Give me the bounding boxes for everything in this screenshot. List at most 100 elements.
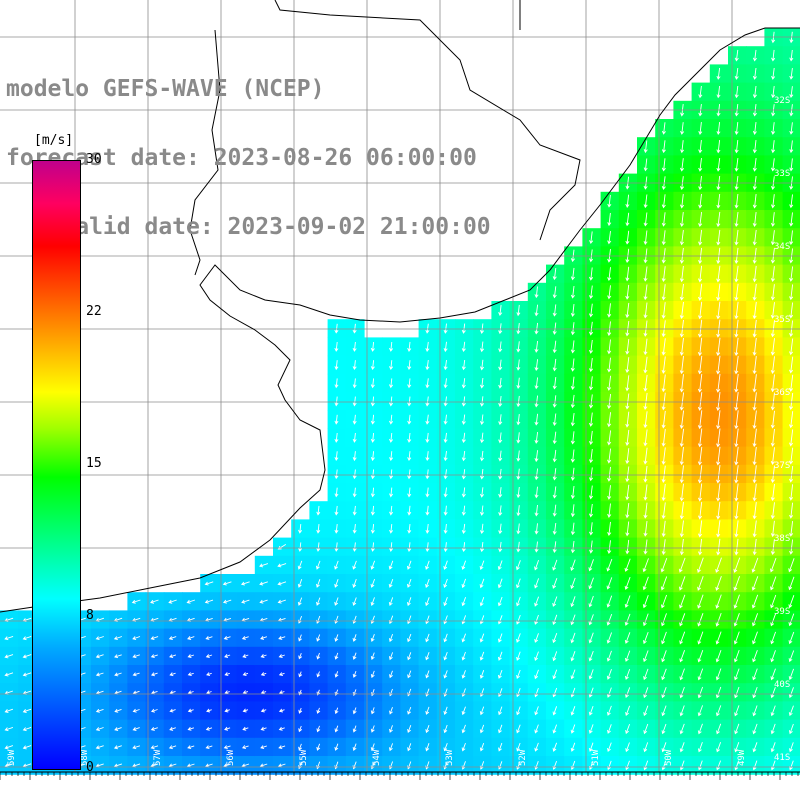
lon-label: 49W <box>737 749 747 766</box>
wind-arrow <box>788 447 794 465</box>
wind-arrow <box>642 595 649 609</box>
wind-arrow <box>334 634 339 642</box>
wind-arrow <box>716 446 721 466</box>
colorbar-tick-0: 0 <box>86 760 94 775</box>
wind-arrow <box>752 67 757 80</box>
wind-arrow <box>498 724 503 734</box>
wind-arrow <box>588 577 594 590</box>
wind-arrow <box>770 230 775 246</box>
wind-arrow <box>443 578 448 589</box>
wind-arrow <box>407 341 412 352</box>
wind-arrow <box>479 377 485 389</box>
wind-arrow <box>370 560 376 570</box>
wind-arrow <box>278 636 286 640</box>
wind-arrow <box>461 359 466 371</box>
wind-arrow <box>132 636 141 641</box>
wind-arrow <box>552 669 558 680</box>
wind-arrow <box>334 579 339 588</box>
wind-arrow <box>788 356 794 374</box>
wind-arrow <box>661 338 666 356</box>
wind-arrow <box>389 707 393 715</box>
wind-arrow <box>479 578 485 589</box>
wind-arrow <box>425 360 430 371</box>
lat-label: 37S <box>774 461 790 471</box>
wind-arrow <box>752 686 758 699</box>
wind-arrow <box>425 378 430 389</box>
wind-arrow <box>624 595 631 608</box>
wind-arrow <box>552 504 557 517</box>
wind-arrow <box>534 486 539 499</box>
wind-arrow <box>461 651 466 661</box>
wind-arrow <box>661 687 667 699</box>
wind-arrow <box>715 705 722 717</box>
wind-arrow <box>388 633 394 643</box>
wind-arrow <box>607 321 612 337</box>
wind-arrow <box>734 501 739 520</box>
wind-arrow <box>716 723 722 735</box>
wind-arrow <box>752 723 758 735</box>
wind-arrow <box>534 541 539 553</box>
wind-arrow <box>698 247 703 264</box>
wind-arrow <box>643 650 649 663</box>
wind-arrow <box>752 742 758 753</box>
wind-arrow <box>770 520 775 538</box>
wind-arrow <box>788 429 794 447</box>
wind-arrow <box>770 483 775 502</box>
wind-arrow <box>132 745 141 750</box>
wind-arrow <box>697 631 704 645</box>
wind-arrow <box>4 708 14 713</box>
wind-arrow <box>697 319 703 338</box>
wind-arrow <box>697 337 703 357</box>
wind-arrow <box>588 485 594 500</box>
wind-arrow <box>497 615 503 625</box>
colorbar-tick-8: 8 <box>86 608 94 623</box>
wind-arrow <box>425 341 430 352</box>
wind-arrow <box>716 465 721 484</box>
wind-arrow <box>479 414 485 425</box>
wind-arrow <box>498 450 503 462</box>
wind-arrow <box>716 67 721 80</box>
wind-arrow <box>606 705 612 716</box>
wind-arrow <box>461 505 466 516</box>
wind-arrow <box>588 559 594 572</box>
wind-arrow <box>516 359 521 371</box>
wind-arrow <box>516 706 521 716</box>
wind-arrow <box>607 393 612 410</box>
wind-arrow <box>334 505 339 516</box>
wind-arrow <box>643 302 648 319</box>
wind-arrow <box>169 726 176 731</box>
wind-arrow <box>552 431 557 445</box>
wind-arrow <box>516 742 521 752</box>
wind-arrow <box>752 465 757 484</box>
wind-arrow <box>606 595 613 608</box>
border-line <box>274 0 581 241</box>
wind-arrow <box>204 599 214 604</box>
wind-arrow <box>770 631 777 645</box>
wind-arrow <box>570 485 575 500</box>
wind-arrow <box>752 229 757 246</box>
wind-arrow <box>770 410 775 429</box>
wind-arrow <box>752 140 757 154</box>
wind-arrow <box>570 376 575 390</box>
wind-arrow <box>734 122 739 135</box>
wind-arrow <box>114 672 122 677</box>
wind-arrow <box>479 341 485 353</box>
wind-arrow <box>224 654 231 658</box>
wind-arrow <box>534 468 539 481</box>
wind-arrow <box>752 502 757 520</box>
wind-arrow <box>443 743 448 752</box>
wind-arrow <box>334 725 339 733</box>
wind-arrow <box>334 707 339 715</box>
wind-arrow <box>389 487 394 498</box>
wind-arrow <box>679 212 684 227</box>
wind-arrow <box>370 670 375 679</box>
wind-arrow <box>661 248 666 264</box>
wind-arrow <box>678 557 686 573</box>
wind-arrow <box>607 194 612 208</box>
wind-arrow <box>498 323 503 335</box>
wind-arrow <box>625 302 630 319</box>
wind-arrow <box>498 706 503 716</box>
wind-arrow <box>425 451 430 462</box>
wind-arrow <box>316 652 321 660</box>
wind-arrow <box>497 633 503 643</box>
